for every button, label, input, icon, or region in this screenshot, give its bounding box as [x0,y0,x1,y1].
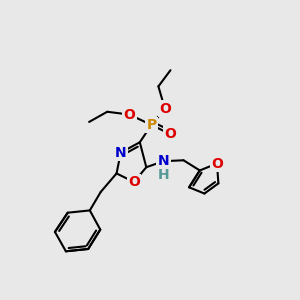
Text: O: O [159,102,171,116]
Text: O: O [165,127,176,141]
Text: O: O [211,157,223,170]
Text: N: N [158,154,169,168]
Text: P: P [146,118,157,132]
Text: O: O [123,107,135,122]
Text: O: O [128,175,140,189]
Text: H: H [158,168,169,182]
Text: N: N [115,146,127,160]
